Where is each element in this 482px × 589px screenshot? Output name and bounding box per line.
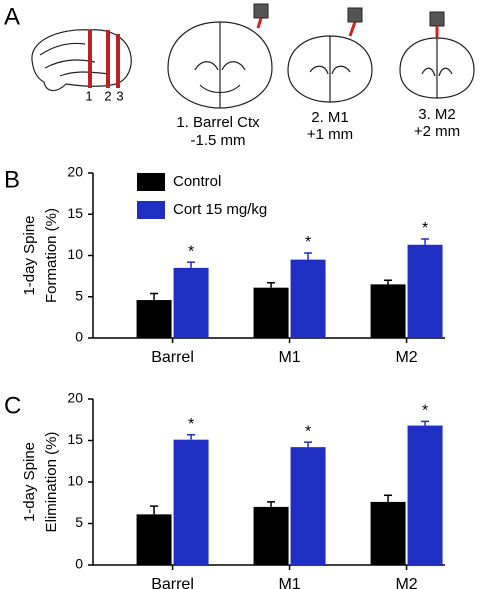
x-tick-label: M1 xyxy=(278,349,300,366)
y-tick-label: 5 xyxy=(75,514,83,530)
significance-mark: * xyxy=(305,423,311,440)
x-tick-label: M1 xyxy=(278,576,300,589)
legend-swatch xyxy=(137,173,165,191)
y-tick-label: 5 xyxy=(75,287,83,303)
x-tick-label: M2 xyxy=(395,349,417,366)
y-axis-label: Elimination (%) xyxy=(43,432,60,533)
panel-label: C xyxy=(4,392,21,419)
error-bar xyxy=(150,505,159,515)
bar xyxy=(290,259,326,338)
bar xyxy=(136,514,172,565)
bar xyxy=(253,506,289,565)
y-axis-label: 1-day Spine xyxy=(21,215,38,295)
y-tick-label: 10 xyxy=(67,246,83,262)
significance-mark: * xyxy=(422,220,428,237)
section-name: 1. Barrel Ctx xyxy=(176,114,260,131)
y-axis-label: Formation (%) xyxy=(43,208,60,303)
slice-number: 3 xyxy=(116,88,123,103)
x-tick-label: Barrel xyxy=(151,576,194,589)
y-tick-label: 0 xyxy=(75,329,83,345)
legend-label: Control xyxy=(173,173,221,190)
error-bar xyxy=(421,238,430,245)
error-bar xyxy=(150,292,159,301)
y-tick-label: 20 xyxy=(67,164,83,180)
error-bar xyxy=(187,433,196,440)
bar xyxy=(370,501,406,565)
error-bar xyxy=(384,494,393,502)
bar xyxy=(407,244,443,338)
coronal-section xyxy=(399,11,475,99)
legend-swatch xyxy=(137,201,165,219)
legend-label: Cort 15 mg/kg xyxy=(173,201,267,218)
slice-number: 2 xyxy=(104,88,111,103)
bar xyxy=(290,447,326,565)
error-bar xyxy=(421,420,430,426)
panel-label: A xyxy=(4,3,20,30)
error-bar xyxy=(384,279,393,285)
section-name: 2. M1 xyxy=(311,109,349,126)
y-tick-label: 15 xyxy=(67,431,83,447)
error-bar xyxy=(267,281,276,288)
significance-mark: * xyxy=(422,403,428,420)
x-tick-label: Barrel xyxy=(151,349,194,366)
section-position: -1.5 mm xyxy=(190,132,245,149)
bar xyxy=(173,439,209,565)
section-name: 3. M2 xyxy=(418,106,456,123)
panel-label: B xyxy=(4,166,20,193)
error-bar xyxy=(187,261,196,268)
significance-mark: * xyxy=(305,234,311,251)
y-tick-label: 0 xyxy=(75,556,83,572)
bar xyxy=(253,287,289,338)
section-position: +2 mm xyxy=(414,123,460,140)
x-tick-label: M2 xyxy=(395,576,417,589)
bar xyxy=(136,300,172,338)
slice-number: 1 xyxy=(85,88,92,103)
significance-mark: * xyxy=(188,416,194,433)
section-position: +1 mm xyxy=(307,126,353,143)
error-bar xyxy=(304,252,313,260)
bar xyxy=(370,284,406,338)
y-tick-label: 20 xyxy=(67,390,83,406)
error-bar xyxy=(304,441,313,448)
coronal-section xyxy=(287,7,373,103)
significance-mark: * xyxy=(188,243,194,260)
error-bar xyxy=(267,501,276,507)
bar xyxy=(407,425,443,565)
sagittal-brain xyxy=(31,29,132,92)
y-tick-label: 10 xyxy=(67,473,83,489)
y-tick-label: 15 xyxy=(67,205,83,221)
coronal-section xyxy=(167,3,273,109)
y-axis-label: 1-day Spine xyxy=(21,442,38,522)
bar xyxy=(173,267,209,338)
